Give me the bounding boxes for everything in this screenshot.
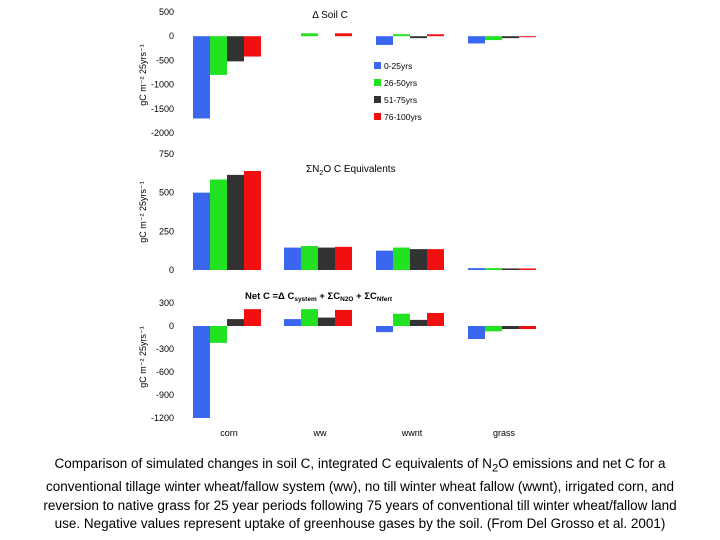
bar-ww-76-100yrs: [335, 246, 352, 270]
bar-corn-0-25yrs: [193, 36, 210, 119]
bar-corn-76-100yrs: [244, 309, 261, 326]
bar-wwnt-26-50yrs: [393, 34, 410, 37]
legend-label-26-50yrs: 26-50yrs: [384, 78, 417, 88]
legend-swatch-0-25yrs: [374, 62, 381, 69]
bar-grass-51-75yrs: [502, 268, 519, 270]
bar-ww-51-75yrs: [318, 317, 335, 326]
x-category-label: wwnt: [401, 428, 423, 438]
bar-wwnt-76-100yrs: [427, 34, 444, 37]
y-tick-label: -1500: [151, 104, 174, 114]
y-tick-label: 300: [159, 298, 174, 308]
bar-grass-26-50yrs: [485, 326, 502, 332]
bar-grass-26-50yrs: [485, 36, 502, 41]
bar-corn-26-50yrs: [210, 179, 227, 270]
y-tick-label: 0: [169, 265, 174, 275]
bar-ww-26-50yrs: [301, 246, 318, 270]
legend-label-51-75yrs: 51-75yrs: [384, 95, 417, 105]
y-tick-label: 500: [159, 188, 174, 198]
bar-grass-0-25yrs: [468, 326, 485, 340]
bar-ww-0-25yrs: [284, 319, 301, 326]
y-tick-label: -600: [156, 367, 174, 377]
y-tick-label: 250: [159, 226, 174, 236]
y-tick-label: 750: [159, 149, 174, 159]
y-tick-label: -900: [156, 390, 174, 400]
bar-grass-51-75yrs: [502, 326, 519, 330]
y-tick-label: -500: [156, 55, 174, 65]
y-tick-label: -1200: [151, 413, 174, 423]
bar-corn-76-100yrs: [244, 171, 261, 270]
bar-corn-26-50yrs: [210, 36, 227, 75]
y-tick-label: -2000: [151, 128, 174, 138]
bar-corn-0-25yrs: [193, 326, 210, 418]
y-tick-label: -300: [156, 344, 174, 354]
x-category-label: grass: [493, 428, 516, 438]
soil-c-ylabel: gC m⁻² 25yrs⁻¹: [138, 44, 148, 106]
bar-corn-51-75yrs: [227, 319, 244, 326]
x-category-label: corn: [220, 428, 238, 438]
bar-wwnt-51-75yrs: [410, 319, 427, 326]
bar-wwnt-26-50yrs: [393, 313, 410, 326]
net-c-panel: Net C =Δ Csystem + ΣCN2O + ΣCNfert gC m⁻…: [138, 291, 536, 438]
bar-ww-76-100yrs: [335, 33, 352, 37]
n2o-panel: ΣN2O C Equivalents gC m⁻² 25yrs⁻¹ 750 500…: [138, 149, 536, 275]
legend-swatch-26-50yrs: [374, 79, 381, 86]
soil-c-panel: Δ Soil C gC m⁻² 25yrs⁻¹ 500 0 -500 -1000 -15…: [138, 7, 536, 138]
legend-swatch-76-100yrs: [374, 113, 381, 120]
y-tick-label: 500: [159, 7, 174, 17]
bar-grass-26-50yrs: [485, 268, 502, 270]
bar-grass-0-25yrs: [468, 268, 485, 270]
bar-wwnt-0-25yrs: [376, 250, 393, 270]
bar-grass-76-100yrs: [519, 326, 536, 330]
legend-swatch-51-75yrs: [374, 96, 381, 103]
soil-c-title: Δ Soil C: [312, 10, 348, 21]
bar-ww-26-50yrs: [301, 33, 318, 37]
bar-ww-76-100yrs: [335, 309, 352, 326]
figure-caption: Comparison of simulated changes in soil …: [43, 456, 677, 532]
figure: Δ Soil C gC m⁻² 25yrs⁻¹ 500 0 -500 -1000 -15…: [138, 7, 536, 438]
bar-grass-76-100yrs: [519, 268, 536, 270]
y-tick-label: 0: [169, 31, 174, 41]
n2o-ylabel: gC m⁻² 25yrs⁻¹: [138, 181, 148, 243]
legend-label-0-25yrs: 0-25yrs: [384, 61, 412, 71]
bar-grass-76-100yrs: [519, 36, 536, 38]
bar-corn-26-50yrs: [210, 326, 227, 343]
bar-wwnt-76-100yrs: [427, 312, 444, 326]
bar-grass-51-75yrs: [502, 36, 519, 39]
bar-corn-76-100yrs: [244, 36, 261, 57]
bar-ww-26-50yrs: [301, 309, 318, 326]
bar-corn-51-75yrs: [227, 36, 244, 62]
bar-wwnt-26-50yrs: [393, 247, 410, 270]
x-category-label: ww: [313, 428, 327, 438]
y-tick-label: 0: [169, 321, 174, 331]
bar-wwnt-51-75yrs: [410, 249, 427, 270]
bar-corn-51-75yrs: [227, 174, 244, 270]
bar-grass-0-25yrs: [468, 36, 485, 44]
bar-corn-0-25yrs: [193, 192, 210, 270]
n2o-title: ΣN2O C Equivalents: [306, 164, 396, 177]
bar-wwnt-0-25yrs: [376, 36, 393, 45]
legend-label-76-100yrs: 76-100yrs: [384, 112, 422, 122]
net-c-title: Net C =Δ Csystem + ΣCN2O + ΣCNfert: [245, 291, 393, 303]
bar-ww-51-75yrs: [318, 247, 335, 270]
bar-wwnt-76-100yrs: [427, 249, 444, 270]
y-tick-label: -1000: [151, 80, 174, 90]
bar-wwnt-51-75yrs: [410, 36, 427, 39]
net-c-ylabel: gC m⁻² 25yrs⁻¹: [138, 326, 148, 388]
bar-wwnt-0-25yrs: [376, 326, 393, 333]
bar-ww-0-25yrs: [284, 247, 301, 270]
legend: 0-25yrs 26-50yrs 51-75yrs 76-100yrs: [374, 61, 422, 122]
